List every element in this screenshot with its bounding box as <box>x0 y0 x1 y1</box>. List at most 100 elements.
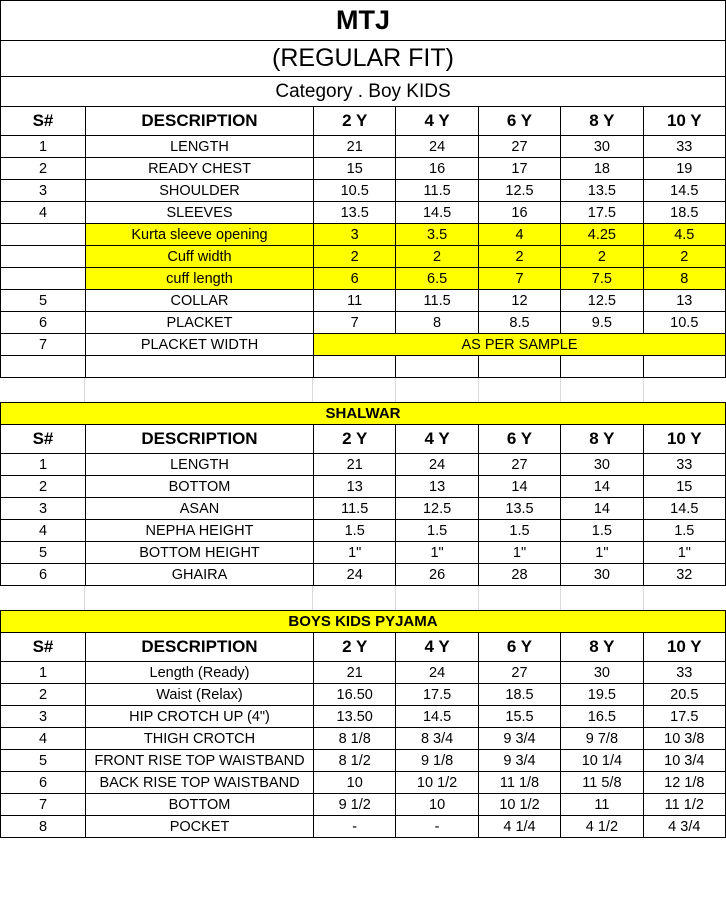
cell-value: 4 1/4 <box>477 816 560 837</box>
table-row: 1 LENGTH 21 24 27 30 33 <box>1 453 725 475</box>
spacer-cell <box>84 378 312 402</box>
cell-value: 14.5 <box>395 706 477 727</box>
cell-value: 9 1/8 <box>395 750 477 771</box>
cell-description: PLACKET WIDTH <box>85 334 313 355</box>
cell-serial: 5 <box>38 752 48 769</box>
column-header: 10 Y <box>642 107 725 135</box>
cell-value: 9 3/4 <box>477 728 560 749</box>
cell-serial <box>1 356 85 377</box>
column-header: 2 Y <box>313 107 395 135</box>
column-header: 4 Y <box>395 107 477 135</box>
cell-value: 10 <box>395 794 477 815</box>
cell-description: LENGTH <box>85 136 313 157</box>
table-row: 3 ASAN 11.5 12.5 13.5 14 14.5 <box>1 497 725 519</box>
cell-value: 11 <box>560 794 642 815</box>
cell-description: READY CHEST <box>85 158 313 179</box>
table-row: 2 BOTTOM 13 13 14 14 15 <box>1 475 725 497</box>
cell-value: 2 <box>313 246 396 267</box>
cell-value: 4 1/2 <box>560 816 642 837</box>
cell-serial <box>1 224 85 245</box>
cell-value <box>395 356 477 377</box>
cell-value: 13 <box>642 290 725 311</box>
cell-description: PLACKET <box>85 312 313 333</box>
cell-value: 11.5 <box>395 180 477 201</box>
table-row: 3 SHOULDER 10.5 11.5 12.5 13.5 14.5 <box>1 179 725 201</box>
cell-serial: 3 <box>38 500 48 517</box>
spacer-row <box>0 586 726 610</box>
cell-value: 24 <box>395 136 477 157</box>
cell-serial: 4 <box>38 204 48 221</box>
cell-value: 10 3/8 <box>642 728 725 749</box>
cell-serial: 7 <box>38 336 48 353</box>
cell-description: BOTTOM <box>85 794 313 815</box>
cell-description: NEPHA HEIGHT <box>85 520 313 541</box>
cell-value: 4 <box>477 224 561 245</box>
cell-value: - <box>395 816 477 837</box>
cell-value: 4.5 <box>642 224 725 245</box>
cell-value: 8 1/8 <box>313 728 395 749</box>
cell-serial: 2 <box>38 160 48 177</box>
cell-serial: 6 <box>38 774 48 791</box>
cell-serial: 3 <box>38 182 48 199</box>
cell-value: 24 <box>395 454 477 475</box>
cell-value: 9 3/4 <box>477 750 560 771</box>
cell-description: POCKET <box>85 816 313 837</box>
cell-serial: 1 <box>38 664 48 681</box>
spacer-cell <box>394 378 478 402</box>
cell-value: 17.5 <box>560 202 642 223</box>
cell-value: 14.5 <box>642 498 725 519</box>
table-row: 1 Length (Ready) 21 24 27 30 33 <box>1 661 725 683</box>
cell-value: 17.5 <box>642 706 725 727</box>
cell-serial: 5 <box>38 544 48 561</box>
cell-value: 10.5 <box>642 312 725 333</box>
table-row: 4 SLEEVES 13.5 14.5 16 17.5 18.5 <box>1 201 725 223</box>
cell-value: 2 <box>560 246 643 267</box>
cell-value: 11 1/8 <box>477 772 560 793</box>
cell-value: 8 <box>642 268 725 289</box>
spacer-cell <box>560 378 643 402</box>
cell-description: BOTTOM HEIGHT <box>85 542 313 563</box>
cell-value: 14.5 <box>642 180 725 201</box>
table-row: 7 PLACKET WIDTH AS PER SAMPLE <box>1 333 725 355</box>
cell-value: 18 <box>560 158 642 179</box>
cell-value: 1" <box>313 542 395 563</box>
cell-value: 13.5 <box>560 180 642 201</box>
cell-value: 17 <box>477 158 560 179</box>
spacer-cell <box>560 586 643 610</box>
cell-serial: 5 <box>38 292 48 309</box>
cell-value <box>313 356 395 377</box>
cell-description: Cuff width <box>85 246 313 267</box>
cell-value: 33 <box>642 662 725 683</box>
cell-serial: 4 <box>38 522 48 539</box>
cell-value: 1.5 <box>477 520 560 541</box>
cell-value: 16.50 <box>313 684 395 705</box>
spacer-cell <box>477 586 561 610</box>
column-header: S# <box>32 429 54 448</box>
table-row: 6 BACK RISE TOP WAISTBAND 10 10 1/2 11 1/8 11… <box>1 771 725 793</box>
cell-value: 21 <box>313 662 395 683</box>
cell-value: 14 <box>560 498 642 519</box>
cell-serial <box>1 268 85 289</box>
cell-value: 12.5 <box>560 290 642 311</box>
size-chart-sheet: MTJ (REGULAR FIT) Category . Boy KIDS S#… <box>0 0 726 838</box>
table-row: 6 PLACKET 7 8 8.5 9.5 10.5 <box>1 311 725 333</box>
spacer-cell <box>477 378 561 402</box>
cell-value: 9 7/8 <box>560 728 642 749</box>
spacer-row <box>0 378 726 402</box>
cell-description: ASAN <box>85 498 313 519</box>
cell-serial: 6 <box>38 566 48 583</box>
table-row: 5 COLLAR 11 11.5 12 12.5 13 <box>1 289 725 311</box>
cell-value: 1.5 <box>560 520 642 541</box>
cell-description: HIP CROTCH UP (4") <box>85 706 313 727</box>
cell-value: 8 1/2 <box>313 750 395 771</box>
cell-value: 15.5 <box>477 706 560 727</box>
cell-value: 14 <box>560 476 642 497</box>
cell-value: 9.5 <box>560 312 642 333</box>
cell-value: 4.25 <box>560 224 643 245</box>
cell-value: 16 <box>477 202 560 223</box>
cell-value <box>477 356 560 377</box>
column-header: 6 Y <box>477 633 560 661</box>
cell-value: 13.50 <box>313 706 395 727</box>
